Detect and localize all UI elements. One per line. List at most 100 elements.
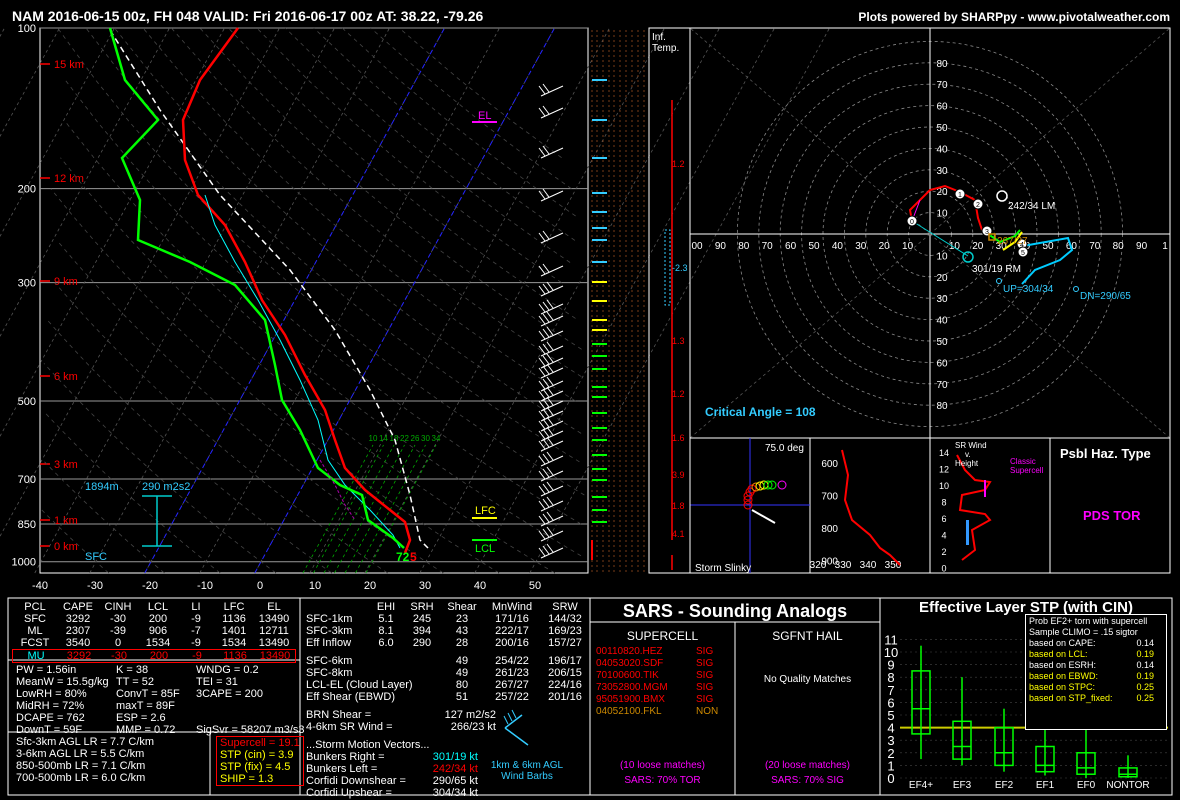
stp-box <box>994 726 1014 767</box>
wind-barb <box>540 430 564 442</box>
temp-label: -40 <box>32 580 48 592</box>
mixing-ratio-line <box>344 444 416 574</box>
lm-marker <box>996 190 1008 202</box>
theta-x-label: 340 <box>860 560 877 571</box>
srwind-y-label: 10 <box>939 481 949 491</box>
hazard-frame <box>1049 437 1171 574</box>
isotherm <box>474 27 775 574</box>
wind-barb-flag <box>538 515 546 525</box>
isotherm <box>89 27 390 574</box>
inflow-value: 4.1 <box>672 529 685 539</box>
hodo-ring-label: 60 <box>936 358 948 369</box>
hodo-km-label: 2 <box>976 202 980 209</box>
srwind-frame <box>929 437 1051 574</box>
dry-adiabat <box>54 282 388 574</box>
hodo-ring-label: 30 <box>936 294 948 305</box>
freezing-line <box>254 27 555 574</box>
wind-barb-flag <box>542 528 550 538</box>
dn-marker <box>1073 286 1079 292</box>
kinematic-row: SFC-3km 8.1 394 43 222/17 169/23 <box>306 625 582 637</box>
dry-adiabat <box>41 509 109 574</box>
wind-barb-flag <box>542 428 550 438</box>
dry-adiabat <box>341 27 576 217</box>
hodo-x-label: 40 <box>832 241 844 252</box>
hail-pct: SARS: 70% SIG <box>771 775 844 786</box>
parcel-row: ML 2307 -39 906 -7 1401 12711 <box>27 625 289 637</box>
wind-barb-flag <box>546 353 554 363</box>
height-label: 1 km <box>54 515 78 527</box>
sars-match-row: 00110820.HEZ SIG <box>596 646 714 657</box>
theta-x-label: 330 <box>835 560 852 571</box>
wind-barb-flag <box>538 455 546 465</box>
inflow-value: 1.8 <box>672 501 685 511</box>
hodo-x-label: 60 <box>785 241 797 252</box>
hodo-diag <box>689 233 931 439</box>
sars-match-row: 70100600.TIK SIG <box>596 670 714 681</box>
hodo-x-label: 10 <box>902 241 914 252</box>
wind-barb-flag <box>538 232 546 242</box>
stp-y-label: 6 <box>887 695 894 710</box>
dry-adiabat <box>44 412 221 574</box>
wind-barb-flag <box>538 440 546 450</box>
hodo-x-label: 20 <box>879 241 891 252</box>
mixing-ratio-line <box>323 444 395 574</box>
wind-barb-flag <box>542 468 550 478</box>
hodo-ring-label: 70 <box>936 80 948 91</box>
dry-adiabat <box>228 27 576 319</box>
wind-barb-flag <box>546 396 554 406</box>
theta-y-label: 600 <box>821 459 838 470</box>
wind-barb <box>540 147 564 159</box>
height-label: 15 km <box>54 59 84 71</box>
index-row: MeanW = 15.5g/kg TT = 52 TEI = 31 <box>16 676 238 688</box>
sars-match-row: 04053020.SDF SIG <box>596 658 714 669</box>
height-label: 3 km <box>54 459 78 471</box>
rm-marker <box>962 251 974 263</box>
dry-adiabat <box>60 157 556 574</box>
stp-category: EF4+ <box>909 780 933 791</box>
stp-panel <box>879 597 1173 796</box>
wind-barb-flag <box>538 400 546 410</box>
wind-barb-flag <box>546 281 554 291</box>
stp-legend-row: based on CAPE: 0.14 <box>1029 638 1154 648</box>
temp-label: -20 <box>142 580 158 592</box>
dry-adiabat <box>43 363 277 574</box>
dry-adiabat <box>85 27 580 463</box>
theta-x-label: 320 <box>810 560 827 571</box>
dry-adiabat <box>171 27 582 377</box>
wind-barb-flag <box>538 470 546 480</box>
wind-barb <box>540 265 564 277</box>
isotherm <box>529 27 830 574</box>
wind-barb <box>540 440 564 452</box>
lapse-rates: Sfc-3km AGL LR = 7.7 C/km 3-6km AGL LR = … <box>16 736 154 784</box>
stp-legend-row: based on STP_fixed: 0.25 <box>1029 693 1154 703</box>
mixing-ratio-line <box>313 444 384 574</box>
isotherm <box>254 27 555 574</box>
srwind-bar <box>966 520 969 545</box>
sc-pct: SARS: 70% TOR <box>624 775 701 786</box>
wind-barb-flag <box>542 378 550 388</box>
hodo-ring-label: 10 <box>936 209 948 220</box>
wind-barb <box>540 315 564 327</box>
theta-y-label: 700 <box>821 492 838 503</box>
mixing-ratio-label: 26 <box>411 434 420 443</box>
inflow-value: -2.3 <box>672 263 688 273</box>
hodo-ring-label: 80 <box>936 401 948 412</box>
wind-barb-flag <box>542 388 550 398</box>
wind-barb-flag <box>546 481 554 491</box>
stp-legend-row: based on EBWD: 0.19 <box>1029 671 1154 681</box>
kinematic-row: LCL-EL (Cloud Layer) 80 267/27 224/16 <box>306 679 582 691</box>
inflow-column: 1.2 -2.3 1.3 1.2 1.6 3.9 1.8 4.1 <box>591 30 688 572</box>
index-row: DownT = 59F MMP = 0.72 SigSvr = 58207 m3/s… <box>16 724 305 736</box>
hodo-km-marker <box>1017 246 1029 258</box>
stp-legend-row: based on LCL: 0.19 <box>1029 649 1154 659</box>
wind-barb-flag <box>542 83 550 93</box>
mixing-ratio-label: 30 <box>421 434 430 443</box>
wind-barb-flag <box>542 365 550 375</box>
isotherm <box>0 27 115 238</box>
mini-barb-flag <box>511 709 517 719</box>
dry-adiabat <box>64 79 582 525</box>
kinematic-table: EHI SRH Shear MnWind SRW SFC-1km 5.1 245 23… <box>306 601 590 799</box>
wind-barb <box>540 410 564 422</box>
wind-barb-flag <box>546 406 554 416</box>
theta-x-label: 350 <box>885 560 902 571</box>
